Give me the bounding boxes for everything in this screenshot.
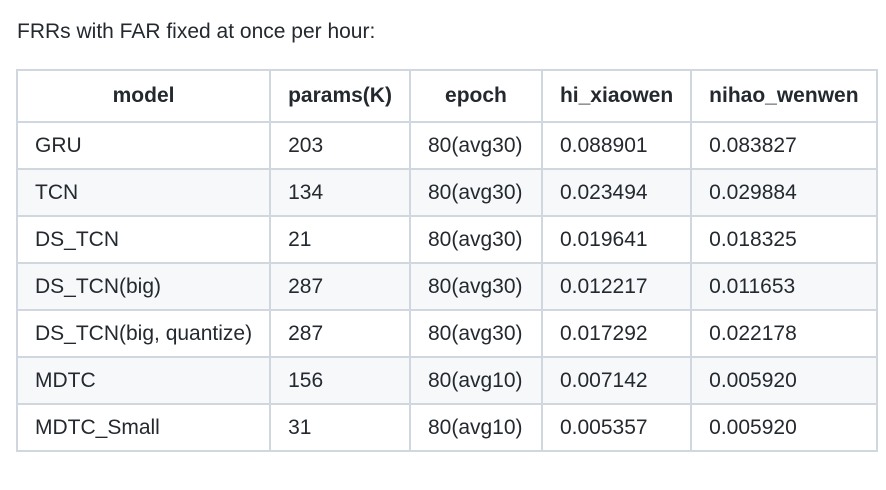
cell-epoch: 80(avg30) xyxy=(408,168,543,217)
cell-hi-xiaowen: 0.017292 xyxy=(540,309,693,358)
cell-epoch: 80(avg10) xyxy=(408,403,543,452)
column-header-epoch: epoch xyxy=(408,69,543,123)
cell-params: 31 xyxy=(269,403,411,452)
table-row: TCN 134 80(avg30) 0.023494 0.029884 xyxy=(15,168,878,217)
frr-table: model params(K) epoch hi_xiaowen nihao_w… xyxy=(15,69,878,452)
column-header-model: model xyxy=(15,69,272,123)
cell-model: GRU xyxy=(15,121,272,170)
cell-hi-xiaowen: 0.005357 xyxy=(540,403,693,452)
cell-hi-xiaowen: 0.012217 xyxy=(540,262,693,311)
cell-params: 156 xyxy=(269,356,411,405)
cell-nihao-wenwen: 0.029884 xyxy=(690,168,878,217)
table-row: GRU 203 80(avg30) 0.088901 0.083827 xyxy=(15,121,878,170)
cell-epoch: 80(avg10) xyxy=(408,356,543,405)
cell-nihao-wenwen: 0.005920 xyxy=(690,403,878,452)
column-header-params: params(K) xyxy=(269,69,411,123)
cell-hi-xiaowen: 0.023494 xyxy=(540,168,693,217)
table-row: MDTC 156 80(avg10) 0.007142 0.005920 xyxy=(15,356,878,405)
cell-params: 21 xyxy=(269,215,411,264)
cell-params: 203 xyxy=(269,121,411,170)
cell-nihao-wenwen: 0.005920 xyxy=(690,356,878,405)
cell-model: DS_TCN xyxy=(15,215,272,264)
cell-nihao-wenwen: 0.018325 xyxy=(690,215,878,264)
column-header-nihao-wenwen: nihao_wenwen xyxy=(690,69,878,123)
table-caption: FRRs with FAR fixed at once per hour: xyxy=(17,20,376,43)
cell-model: DS_TCN(big) xyxy=(15,262,272,311)
cell-model: MDTC_Small xyxy=(15,403,272,452)
cell-model: MDTC xyxy=(15,356,272,405)
cell-params: 134 xyxy=(269,168,411,217)
cell-params: 287 xyxy=(269,262,411,311)
cell-epoch: 80(avg30) xyxy=(408,309,543,358)
cell-hi-xiaowen: 0.019641 xyxy=(540,215,693,264)
cell-hi-xiaowen: 0.007142 xyxy=(540,356,693,405)
cell-hi-xiaowen: 0.088901 xyxy=(540,121,693,170)
cell-model: DS_TCN(big, quantize) xyxy=(15,309,272,358)
cell-epoch: 80(avg30) xyxy=(408,215,543,264)
cell-epoch: 80(avg30) xyxy=(408,121,543,170)
table-row: MDTC_Small 31 80(avg10) 0.005357 0.00592… xyxy=(15,403,878,452)
table-row: DS_TCN(big) 287 80(avg30) 0.012217 0.011… xyxy=(15,262,878,311)
table-row: DS_TCN(big, quantize) 287 80(avg30) 0.01… xyxy=(15,309,878,358)
cell-nihao-wenwen: 0.083827 xyxy=(690,121,878,170)
column-header-hi-xiaowen: hi_xiaowen xyxy=(540,69,693,123)
table-row: DS_TCN 21 80(avg30) 0.019641 0.018325 xyxy=(15,215,878,264)
cell-nihao-wenwen: 0.011653 xyxy=(690,262,878,311)
cell-epoch: 80(avg30) xyxy=(408,262,543,311)
cell-nihao-wenwen: 0.022178 xyxy=(690,309,878,358)
table-header-row: model params(K) epoch hi_xiaowen nihao_w… xyxy=(15,69,878,123)
cell-params: 287 xyxy=(269,309,411,358)
cell-model: TCN xyxy=(15,168,272,217)
